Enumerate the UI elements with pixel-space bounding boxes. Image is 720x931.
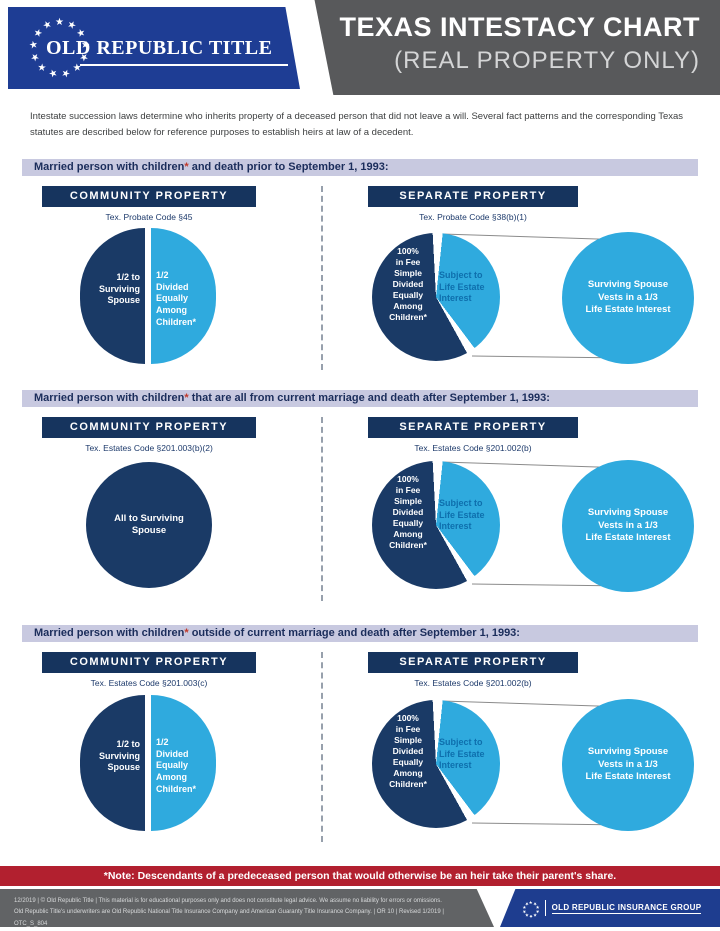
community-code-3: Tex. Estates Code §201.003(c) (90, 678, 208, 688)
pie-slice-label: 100% in Fee Simple Divided Equally Among… (389, 713, 427, 790)
section-2-title-bar: Married person with children* that are a… (22, 390, 698, 407)
separate-pie-chart-1: 100% in Fee Simple Divided Equally Among… (372, 230, 706, 366)
pie-slice-label: 1/2 Divided Equally Among Children* (156, 270, 197, 327)
life-estate-callout-circle: Surviving Spouse Vests in a 1/3 Life Est… (562, 460, 694, 592)
footer-disclaimer-band: 12/2019 | © Old Republic Title | This ma… (0, 889, 494, 927)
fee-simple-pie (372, 700, 500, 828)
section-2-title: Married person with children (34, 392, 185, 404)
pie-slice-label: 1/2 to Surviving Spouse (98, 272, 140, 306)
page-title: TEXAS INTESTACY CHART (339, 12, 700, 42)
community-property-header-1: COMMUNITY PROPERTY (42, 186, 256, 207)
footer-line-1: 12/2019 | © Old Republic Title | This ma… (14, 898, 442, 904)
column-divider-2 (321, 417, 323, 601)
pie-slice-label: All to Surviving Spouse (114, 512, 184, 536)
callout-label: Surviving Spouse Vests in a 1/3 Life Est… (585, 279, 671, 316)
insurance-group-logo-text: OLD REPUBLIC INSURANCE GROUP (551, 902, 702, 914)
page-subtitle: (REAL PROPERTY ONLY) (394, 47, 700, 74)
star-ring-icon (519, 898, 539, 918)
footer-fine-print: 12/2019 | © Old Republic Title | This ma… (14, 896, 476, 927)
section-3-title: Married person with children (34, 627, 185, 639)
separate-property-header-2: SEPARATE PROPERTY (368, 417, 578, 438)
pie-slice-label: 1/2 Divided Equally Among Children* (156, 737, 197, 794)
footer-line-2: Old Republic Title's underwriters are Ol… (14, 909, 444, 927)
section-1-title-bar: Married person with children* and death … (22, 159, 698, 176)
fee-simple-pie (372, 233, 500, 361)
separate-pie-chart-2: 100% in Fee Simple Divided Equally Among… (372, 458, 706, 594)
community-pie-chart-2: All to Surviving Spouse (86, 462, 212, 588)
callout-label: Surviving Spouse Vests in a 1/3 Life Est… (585, 507, 671, 544)
section-3-title-bar: Married person with children* outside of… (22, 625, 698, 642)
fee-simple-pie (372, 461, 500, 589)
logo-banner: OLD REPUBLIC TITLE (8, 7, 300, 89)
red-asterisk: * (184, 161, 189, 173)
community-code-2: Tex. Estates Code §201.003(b)(2) (85, 443, 213, 453)
separate-pie-chart-3: 100% in Fee Simple Divided Equally Among… (372, 697, 706, 833)
footer-brand-band: OLD REPUBLIC INSURANCE GROUP (500, 889, 720, 927)
company-logo-text: OLD REPUBLIC TITLE (46, 37, 273, 59)
pie-slice-label: 100% in Fee Simple Divided Equally Among… (389, 246, 427, 323)
separate-property-header-3: SEPARATE PROPERTY (368, 652, 578, 673)
community-code-1: Tex. Probate Code §45 (105, 212, 193, 222)
title-banner: TEXAS INTESTACY CHART (REAL PROPERTY ONL… (314, 0, 720, 95)
pie-slice-label: Subject to Life Estate Interest (439, 737, 485, 771)
logo-underline (80, 64, 288, 66)
separate-property-header-1: SEPARATE PROPERTY (368, 186, 578, 207)
pie-slice-label: Subject to Life Estate Interest (439, 270, 485, 304)
community-pie-chart-1: 1/2 to Surviving Spouse 1/2 Divided Equa… (80, 228, 216, 364)
life-estate-callout-circle: Surviving Spouse Vests in a 1/3 Life Est… (562, 699, 694, 831)
footnote-bar: *Note: Descendants of a predeceased pers… (0, 866, 720, 886)
pie-slice-label: 1/2 to Surviving Spouse (98, 739, 140, 773)
separate-code-2: Tex. Estates Code §201.002(b) (414, 443, 532, 453)
life-estate-callout-circle: Surviving Spouse Vests in a 1/3 Life Est… (562, 232, 694, 364)
community-pie-chart-3: 1/2 to Surviving Spouse 1/2 Divided Equa… (80, 695, 216, 831)
pie-slice-label: 100% in Fee Simple Divided Equally Among… (389, 474, 427, 551)
column-divider-3 (321, 652, 323, 842)
pie-slice-label: Subject to Life Estate Interest (439, 498, 485, 532)
column-divider-1 (321, 186, 323, 370)
red-asterisk: * (184, 392, 189, 404)
section-1-title: Married person with children (34, 161, 185, 173)
community-property-header-3: COMMUNITY PROPERTY (42, 652, 256, 673)
separate-code-3: Tex. Estates Code §201.002(b) (414, 678, 532, 688)
intro-paragraph: Intestate succession laws determine who … (30, 111, 684, 138)
red-asterisk: * (184, 627, 189, 639)
separate-code-1: Tex. Probate Code §38(b)(1) (419, 212, 527, 222)
community-property-header-2: COMMUNITY PROPERTY (42, 417, 256, 438)
footer-logo-divider (544, 900, 546, 916)
callout-label: Surviving Spouse Vests in a 1/3 Life Est… (585, 746, 671, 783)
